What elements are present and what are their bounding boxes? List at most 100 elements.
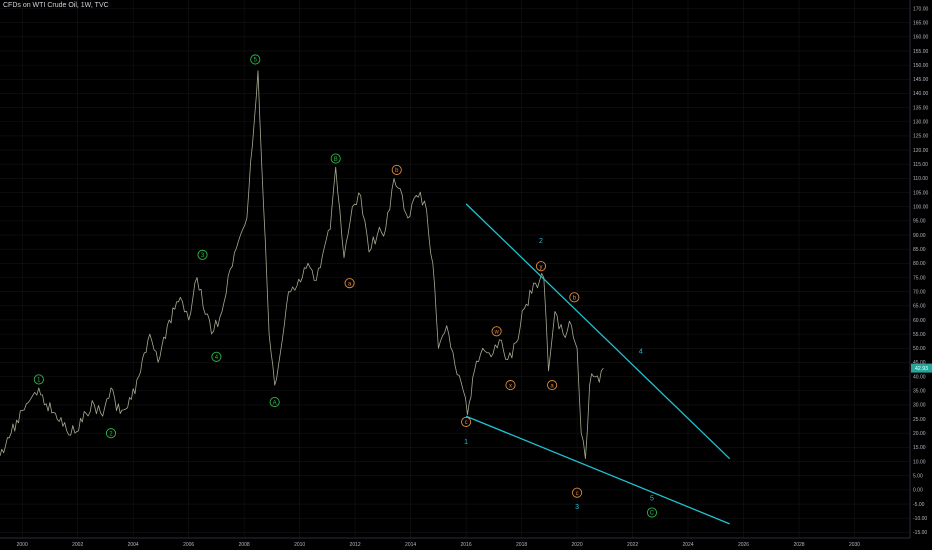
wave-label-C-16: C (646, 507, 658, 518)
y-tick-label: 50.00 (913, 346, 926, 352)
wave-label-text: b (395, 168, 399, 174)
x-tick-label: 2022 (627, 542, 638, 548)
wave-label-3-19: 3 (575, 504, 579, 511)
y-tick-label: 55.00 (913, 332, 926, 338)
wave-label-circle (330, 153, 341, 164)
x-tick-label: 2004 (128, 542, 139, 548)
y-tick-label: 60.00 (913, 318, 926, 324)
trendline-0[interactable] (465, 203, 731, 460)
wave-label-text: c (465, 420, 468, 426)
wave-label-4-3: 4 (211, 351, 222, 362)
wave-label-circle (535, 261, 547, 272)
last-price-badge: 42.93 (911, 363, 932, 373)
wave-label-circle (33, 374, 44, 385)
last-price-badge-text: 42.93 (915, 366, 928, 372)
y-tick-label: 90.00 (913, 233, 926, 239)
wave-label-circle (105, 428, 117, 439)
wave-label-text: b (573, 296, 577, 302)
wave-label-text: 1 (37, 378, 41, 384)
wave-label-text: 1 (464, 439, 468, 446)
wave-label-text: 5 (254, 58, 258, 64)
wave-label-2-18: 2 (539, 238, 543, 245)
x-tick-label: 2016 (461, 542, 472, 548)
wave-label-circle (572, 487, 583, 498)
wave-label-circle (269, 397, 280, 408)
y-tick-label: 110.00 (913, 176, 928, 182)
y-tick-label: 70.00 (913, 289, 926, 295)
wave-label-text: A (273, 400, 277, 406)
y-tick-label: 65.00 (913, 304, 926, 310)
wave-label-5-21: 5 (650, 496, 654, 503)
y-tick-label: -5.00 (913, 502, 925, 508)
wave-label-y-12: y (535, 261, 547, 272)
wave-label-text: w (493, 329, 499, 335)
wave-label-circle (569, 292, 580, 303)
wave-label-text: 4 (215, 355, 219, 361)
wave-label-b-14: b (569, 292, 580, 303)
wave-label-A-5: A (269, 397, 280, 408)
wave-label-text: x (509, 383, 512, 389)
wave-label-a-13: a (547, 380, 558, 391)
y-tick-label: -10.00 (913, 516, 927, 522)
price-axis[interactable]: -15.00 -10.00 -5.00 0.00 5.00 10.00 15.00 20.00… (909, 0, 929, 538)
y-tick-label: 100.00 (913, 205, 929, 211)
wave-labels-layer: 1 2 3 4 5 A Bb a c w x y a b c C 1 2 3 4 5 (33, 54, 658, 518)
y-tick-label: -15.00 (913, 530, 927, 536)
y-tick-label: 25.00 (913, 417, 926, 423)
trendline-1[interactable] (465, 415, 730, 525)
wave-label-circle (344, 278, 355, 289)
wave-label-B-6: B (330, 153, 341, 164)
plot-background (0, 0, 910, 538)
x-tick-label: 2028 (793, 542, 804, 548)
y-tick-label: 95.00 (913, 219, 926, 225)
y-tick-label: 170.00 (913, 6, 929, 12)
y-tick-label: 130.00 (913, 120, 929, 126)
wave-label-circle (491, 326, 502, 337)
y-tick-label: 5.00 (913, 474, 923, 480)
chart-title: CFDs on WTI Crude Oil, 1W, TVC (3, 2, 109, 9)
x-tick-label: 2030 (849, 542, 860, 548)
y-tick-label: 15.00 (913, 445, 926, 451)
wave-label-text: a (348, 281, 352, 287)
trendline-layer (465, 203, 731, 525)
time-axis[interactable]: 2000 2002 2004 2006 2008 2010 2012 2014 2016 2018… (0, 537, 910, 548)
wave-label-1-17: 1 (464, 439, 468, 446)
wave-label-2-1: 2 (105, 428, 117, 439)
wave-label-circle (211, 351, 222, 362)
y-tick-label: 20.00 (913, 431, 926, 437)
wave-label-text: 2 (539, 238, 543, 245)
price-series-line-0 (0, 70, 604, 460)
wave-label-c-9: c (461, 416, 472, 427)
x-tick-label: 2018 (516, 542, 527, 548)
y-tick-label: 75.00 (913, 275, 926, 281)
y-tick-label: 115.00 (913, 162, 928, 168)
wave-label-circle (391, 164, 402, 175)
wave-label-circle (547, 380, 558, 391)
wave-label-text: 3 (575, 504, 579, 511)
wave-label-x-11: x (505, 380, 516, 391)
y-tick-label: 125.00 (913, 134, 929, 140)
x-tick-label: 2020 (572, 542, 583, 548)
wave-label-circle (461, 416, 472, 427)
y-tick-label: 135.00 (913, 105, 929, 111)
y-tick-label: 140.00 (913, 91, 929, 97)
y-tick-label: 120.00 (913, 148, 929, 154)
price-series-layer (0, 70, 604, 460)
y-tick-label: 145.00 (913, 77, 929, 83)
y-tick-label: 150.00 (913, 63, 929, 69)
y-tick-label: 0.00 (913, 488, 923, 494)
wave-label-4-20: 4 (639, 348, 643, 355)
wave-label-text: 5 (650, 496, 654, 503)
wave-label-text: 4 (639, 348, 643, 355)
y-tick-label: 30.00 (913, 403, 926, 409)
x-tick-label: 2024 (682, 542, 693, 548)
x-tick-label: 2014 (405, 542, 416, 548)
wave-label-b-7: b (391, 164, 402, 175)
wave-label-circle (250, 54, 261, 65)
wave-label-c-15: c (572, 487, 583, 498)
wave-label-a-8: a (344, 278, 355, 289)
y-tick-label: 10.00 (913, 459, 926, 465)
wave-label-text: c (576, 491, 579, 497)
wave-label-1-0: 1 (33, 374, 44, 385)
